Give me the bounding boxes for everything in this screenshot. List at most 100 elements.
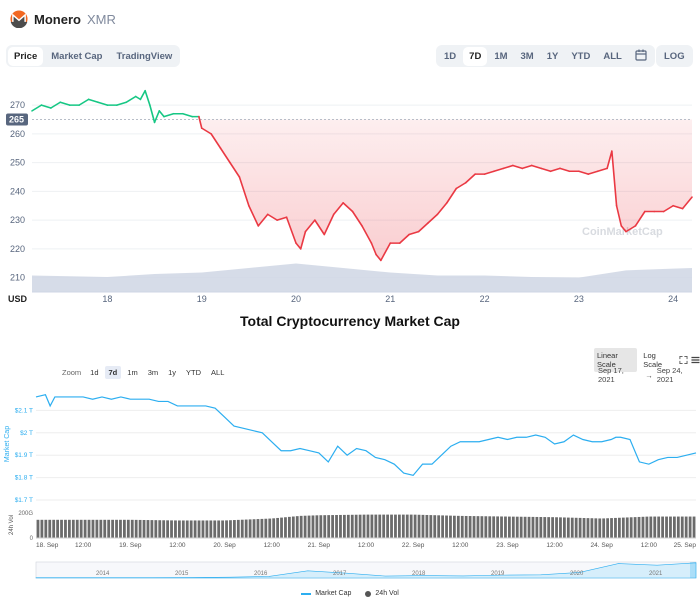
tmc-volume-bar <box>456 515 460 538</box>
tmc-volume-bar <box>319 515 323 538</box>
tmc-volume-bar <box>221 520 225 538</box>
tmc-volume-bar <box>272 518 276 538</box>
tmc-volume-bar <box>574 517 578 538</box>
tmc-navigator-tick-label: 2016 <box>254 571 268 577</box>
tmc-x-tick-label: 19. Sep <box>119 542 142 549</box>
tmc-volume-bar <box>429 515 433 538</box>
xmr-x-tick-label: 24 <box>668 294 678 304</box>
tmc-volume-bar <box>327 515 331 538</box>
time-range-tabs: 1D 7D 1M 3M 1Y YTD ALL <box>436 45 655 67</box>
tmc-volume-bar <box>181 520 185 538</box>
monero-logo-icon <box>10 10 28 28</box>
fullscreen-icon[interactable] <box>679 355 688 365</box>
tmc-volume-bar <box>578 517 582 538</box>
linear-scale-button[interactable]: Linear Scale <box>594 348 638 372</box>
tmc-x-tick-label: 22. Sep <box>402 542 425 549</box>
tab-market-cap[interactable]: Market Cap <box>51 50 103 62</box>
tmc-volume-bar <box>138 519 142 538</box>
tab-tradingview[interactable]: TradingView <box>116 50 173 62</box>
calendar-button[interactable] <box>629 45 653 68</box>
xmr-x-tick-label: 23 <box>574 294 584 304</box>
tmc-volume-bar <box>570 517 574 538</box>
tmc-volume-bar <box>374 514 378 538</box>
zoom-1m[interactable]: 1m <box>127 368 138 377</box>
xmr-price-segment <box>606 150 613 170</box>
range-7d[interactable]: 7D <box>463 46 488 66</box>
xmr-price-segment <box>530 164 542 170</box>
tmc-x-tick-label: 12:00 <box>641 542 658 549</box>
tmc-volume-bar <box>87 519 91 538</box>
tmc-navigator-tick-label: 2018 <box>412 571 426 577</box>
range-ytd[interactable]: YTD <box>571 50 591 62</box>
xmr-price-segment <box>375 253 382 262</box>
tmc-volume-bar <box>394 514 397 538</box>
monero-price-chart[interactable]: 210 220 230 240 250 260 270 CoinMarketCap 265 USD… <box>0 80 700 308</box>
tmc-volume-bar <box>209 520 213 538</box>
xmr-price-fill <box>32 119 692 261</box>
tmc-volume-bar <box>602 518 606 538</box>
tmc-volume-bar <box>610 518 613 538</box>
zoom-ytd[interactable]: YTD <box>186 368 202 377</box>
xmr-price-segment <box>139 89 146 101</box>
tmc-volume-bar <box>409 514 413 538</box>
zoom-7d[interactable]: 7d <box>104 366 122 379</box>
zoom-1y[interactable]: 1y <box>168 368 177 377</box>
tmc-volume-bar <box>217 520 221 538</box>
tmc-volume-bar <box>515 516 519 538</box>
tmc-volume-bar <box>401 514 405 538</box>
tab-price[interactable]: Price <box>8 46 44 66</box>
xmr-y-tick-label: 260 <box>10 129 25 139</box>
tmc-volume-bar <box>519 516 523 538</box>
range-1m[interactable]: 1M <box>494 50 508 62</box>
tmc-volume-bar <box>500 516 503 538</box>
xmr-price-segment <box>540 167 552 173</box>
log-toggle-group: LOG <box>656 45 693 67</box>
tmc-volume-bar <box>441 515 445 538</box>
range-3m[interactable]: 3M <box>520 50 534 62</box>
total-market-cap-chart[interactable]: $2.1 T $2 T $1.9 T $1.8 T $1.7 T Market Cap 20… <box>0 380 700 588</box>
legend-market-cap[interactable]: Market Cap <box>301 590 351 597</box>
log-scale-button[interactable]: Log Scale <box>643 351 663 369</box>
tmc-volume-bar <box>142 519 146 538</box>
xmr-price-segment <box>266 213 278 221</box>
zoom-1d[interactable]: 1d <box>90 368 99 377</box>
tmc-volume-bar <box>684 516 688 538</box>
menu-icon[interactable] <box>691 355 700 365</box>
date-to[interactable]: Sep 24, 2021 <box>656 366 683 384</box>
tmc-volume-bar <box>562 517 566 538</box>
zoom-all[interactable]: ALL <box>211 368 225 377</box>
tmc-volume-bar <box>201 520 205 538</box>
range-1y[interactable]: 1Y <box>546 50 559 62</box>
tmc-volume-bar <box>653 516 657 538</box>
tmc-volume-bar <box>555 517 558 538</box>
tmc-volume-bar <box>107 519 111 538</box>
xmr-price-segment <box>295 242 302 250</box>
xmr-y-tick-label: 250 <box>10 158 25 168</box>
zoom-3m[interactable]: 3m <box>147 368 159 377</box>
tmc-volume-bar <box>633 517 637 538</box>
log-button[interactable]: LOG <box>664 50 685 62</box>
xmr-price-segment <box>370 242 377 256</box>
tmc-volume-bar <box>378 514 382 538</box>
legend-volume[interactable]: 24h Vol <box>365 590 399 597</box>
range-1d[interactable]: 1D <box>444 50 457 62</box>
tmc-volume-bar <box>472 516 476 538</box>
tmc-volume-bar <box>115 519 118 538</box>
xmr-y-tick-label: 220 <box>10 244 25 254</box>
tmc-volume-bar <box>594 518 598 538</box>
tmc-x-tick-label: 12:00 <box>264 542 281 549</box>
tmc-volume-bar <box>64 519 67 538</box>
tmc-volume-bar <box>606 518 610 538</box>
tmc-volume-bar <box>126 519 130 538</box>
xmr-x-tick-label: 22 <box>480 294 490 304</box>
tmc-volume-bar <box>460 515 464 538</box>
tmc-volume-bar <box>370 514 374 538</box>
tmc-volume-bar <box>158 520 162 538</box>
range-all[interactable]: ALL <box>603 50 622 62</box>
tmc-x-tick-label: 12:00 <box>546 542 563 549</box>
tmc-volume-bar <box>280 517 283 538</box>
xmr-price-segment <box>144 89 151 106</box>
date-from[interactable]: Sep 17, 2021 <box>598 366 624 384</box>
xmr-price-segment <box>361 225 373 244</box>
tmc-volume-bar <box>468 516 472 538</box>
